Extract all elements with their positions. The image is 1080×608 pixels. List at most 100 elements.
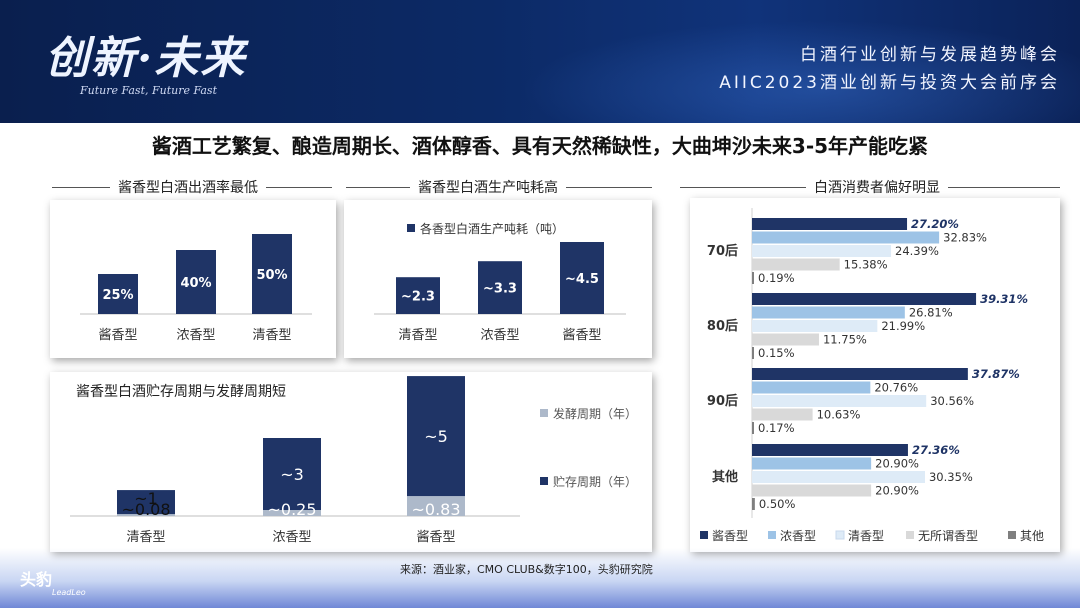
preference-category-3: 其他 [712, 469, 738, 485]
preference-bar-label-3-3: 20.90% [875, 484, 919, 498]
preference-bar-label-1-4: 0.15% [758, 346, 795, 360]
brand-logo-sub: LeadLeo [52, 588, 86, 597]
preference-bar-2-2 [752, 395, 927, 407]
preference-bar-2-1 [752, 381, 871, 394]
period-category-0: 清香型 [126, 530, 165, 545]
period-legend-label-storage: 贮存周期（年） [553, 474, 637, 489]
yield-bar-label-1: 40% [180, 276, 211, 291]
preference-legend-label-4: 其他 [1020, 529, 1044, 543]
preference-bar-3-4 [752, 498, 755, 510]
preference-bar-2-3 [752, 408, 813, 421]
preference-bar-label-2-1: 20.76% [874, 381, 918, 395]
consumption-legend-swatch [407, 224, 415, 232]
yield-bar-0 [98, 274, 138, 314]
period-ferment-label-0: ~0.08 [121, 500, 170, 519]
consumption-bar-1 [478, 261, 522, 314]
preference-bar-1-0 [752, 293, 977, 305]
period-legend-swatch-storage [540, 477, 548, 485]
preference-bar-label-1-2: 21.99% [881, 319, 925, 333]
page-title: 酱酒工艺繁复、酿造周期长、酒体醇香、具有天然稀缺性，大曲坤沙未来3-5年产能吃紧 [151, 134, 929, 158]
preference-chart-panel: 70后 27.20% 32.83% 24.39% 15.38% 0.19% 80后 39.31… [690, 198, 1060, 552]
yield-category-0: 酱香型 [98, 328, 137, 343]
preference-category-2: 90后 [707, 393, 738, 409]
period-ferment-bar-0 [117, 514, 175, 516]
period-category-2: 酱香型 [416, 530, 455, 545]
preference-bar-1-3 [752, 333, 819, 346]
consumption-bar-label-1: ~3.3 [483, 282, 517, 297]
consumption-chart-panel: 各香型白酒生产吨耗（吨） ~2.3 清香型 ~3.3 浓香型 ~4.5 酱香型 [344, 200, 652, 358]
yield-category-1: 浓香型 [176, 328, 215, 343]
preference-bar-0-4 [752, 272, 754, 284]
consumption-bar-label-2: ~4.5 [565, 272, 599, 287]
preference-legend-label-1: 浓香型 [780, 529, 816, 543]
event-logo: 创新·未来 [45, 33, 247, 84]
consumption-category-1: 浓香型 [480, 328, 519, 343]
section-title-consumption: 酱香型白酒生产吨耗高 [410, 177, 566, 197]
preference-bar-label-2-0: 37.87% [972, 367, 1020, 381]
preference-bar-label-0-0: 27.20% [911, 217, 959, 231]
period-storage-bar-2 [407, 376, 465, 497]
preference-bar-3-2 [752, 471, 925, 483]
preference-chart: 70后 27.20%32.83% 24.39% 15.38% 0.19% 80后 39.31… [700, 208, 1044, 543]
consumption-category-2: 酱香型 [562, 328, 601, 343]
preference-bar-label-3-2: 30.35% [929, 470, 973, 484]
section-title-yield: 酱香型白酒出酒率最低 [110, 177, 266, 197]
preference-bar-3-1 [752, 457, 872, 470]
period-chart-panel: 酱香型白酒贮存周期与发酵周期短 ~1 ~0.08 清香型 ~3 ~0.25 浓香型 ~5 ~0.… [50, 372, 652, 552]
yield-bar-label-0: 25% [102, 288, 133, 303]
period-storage-label-0: ~1 [134, 489, 158, 508]
consumption-legend-label: 各香型白酒生产吨耗（吨） [420, 221, 564, 236]
preference-bar-3-0 [752, 444, 908, 456]
preference-category-0: 70后 [707, 243, 738, 259]
period-ferment-bar-2 [407, 496, 465, 516]
preference-bar-label-2-4: 0.17% [758, 421, 795, 435]
preference-bar-1-2 [752, 320, 878, 332]
preference-bar-2-0 [752, 368, 968, 380]
yield-bar-label-2: 50% [256, 268, 287, 283]
preference-bar-label-3-0: 27.36% [912, 443, 960, 457]
period-storage-bar-1 [263, 438, 321, 510]
preference-legend-swatch-0 [700, 531, 708, 539]
consumption-bar-0 [396, 277, 440, 314]
preference-bar-2-4 [752, 422, 754, 434]
preference-bar-label-0-3: 15.38% [844, 258, 888, 272]
preference-bar-label-2-3: 10.63% [817, 408, 861, 422]
yield-chart-panel: 25% 酱香型 40% 浓香型 50% 清香型 [50, 200, 336, 358]
preference-bar-label-1-0: 39.31% [980, 292, 1028, 306]
yield-category-2: 清香型 [252, 328, 291, 343]
period-ferment-label-1: ~0.25 [267, 500, 316, 519]
preference-bar-label-0-4: 0.19% [758, 271, 795, 285]
footer-band [0, 548, 1080, 608]
preference-bar-label-3-4: 0.50% [759, 497, 796, 511]
preference-legend-label-2: 清香型 [848, 529, 884, 543]
yield-bar-1 [176, 250, 216, 314]
preference-legend-label-3: 无所谓香型 [918, 529, 978, 543]
preference-category-1: 80后 [707, 318, 738, 334]
period-ferment-bar-1 [263, 510, 321, 516]
preference-legend-swatch-1 [768, 531, 776, 539]
preference-legend-swatch-2 [835, 530, 845, 540]
preference-legend-swatch-3 [906, 531, 914, 539]
preference-bar-label-2-2: 30.56% [930, 394, 974, 408]
event-title-line2: AIIC2023酒业创新与投资大会前序会 [719, 73, 1060, 93]
preference-bar-0-2 [752, 245, 892, 257]
preference-bar-1-1 [752, 306, 905, 319]
period-storage-bar-0 [117, 490, 175, 515]
yield-chart: 25% 酱香型 40% 浓香型 50% 清香型 [80, 234, 312, 343]
section-title-preference: 白酒消费者偏好明显 [806, 177, 948, 197]
preference-legend-swatch-4 [1008, 531, 1016, 539]
consumption-bar-label-0: ~2.3 [401, 290, 435, 305]
period-storage-label-1: ~3 [280, 465, 304, 484]
consumption-category-0: 清香型 [398, 328, 437, 343]
brand-logo: 头豹 [20, 570, 53, 589]
consumption-bar-2 [560, 242, 604, 314]
period-legend-swatch-ferment [540, 409, 548, 417]
source-note: 来源：酒业家，CMO CLUB&数字100，头豹研究院 [400, 563, 653, 576]
preference-bar-3-3 [752, 484, 872, 497]
period-ferment-label-2: ~0.83 [411, 500, 460, 519]
preference-bar-label-3-1: 20.90% [875, 457, 919, 471]
preference-bar-1-4 [752, 347, 754, 359]
preference-bar-label-0-1: 32.83% [943, 231, 987, 245]
period-legend-label-ferment: 发酵周期（年） [553, 406, 637, 421]
preference-bar-label-1-1: 26.81% [909, 306, 953, 320]
